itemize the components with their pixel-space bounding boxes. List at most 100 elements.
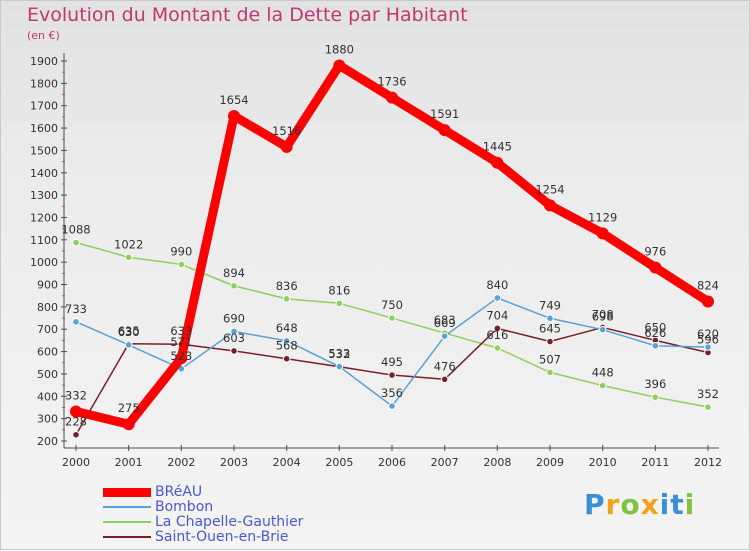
data-label-bombon: 356 xyxy=(381,386,403,400)
x-tick-label: 2001 xyxy=(115,456,143,469)
data-label-la-chapelle-gauthier: 990 xyxy=(170,244,192,258)
data-point-bombon xyxy=(546,314,554,323)
data-point-br-au xyxy=(228,109,240,122)
data-point-br-au xyxy=(491,156,504,169)
data-label-br-au: 1591 xyxy=(430,107,459,121)
y-tick-label: 400 xyxy=(37,390,58,403)
y-tick-label: 1500 xyxy=(30,144,58,157)
data-label-saint-ouen-en-brie: 704 xyxy=(486,308,508,322)
data-label-br-au: 1736 xyxy=(377,75,406,89)
data-point-saint-ouen-en-brie xyxy=(440,375,449,384)
data-point-saint-ouen-en-brie xyxy=(546,337,554,346)
data-label-br-au: 275 xyxy=(118,401,140,415)
data-point-br-au xyxy=(70,405,82,418)
data-label-br-au: 1254 xyxy=(535,182,564,196)
legend-item: BRéAU xyxy=(103,484,363,500)
data-label-br-au: 332 xyxy=(65,388,87,402)
data-label-la-chapelle-gauthier: 448 xyxy=(592,366,614,380)
data-point-br-au xyxy=(702,295,714,308)
data-label-bombon: 630 xyxy=(118,325,140,339)
data-label-la-chapelle-gauthier: 750 xyxy=(381,298,403,312)
data-point-bombon xyxy=(651,341,660,350)
x-tick-label: 2008 xyxy=(483,456,511,469)
y-tick-label: 900 xyxy=(37,279,58,292)
data-point-saint-ouen-en-brie xyxy=(230,347,238,355)
y-tick-label: 600 xyxy=(37,346,58,359)
y-tick-label: 1300 xyxy=(30,189,58,202)
logo-letter: x xyxy=(640,488,660,521)
data-point-saint-ouen-en-brie xyxy=(493,324,502,333)
legend-item: Bombon xyxy=(103,499,363,515)
y-tick-label: 1700 xyxy=(30,100,58,113)
data-label-saint-ouen-en-brie: 635 xyxy=(118,324,140,338)
series-br-au xyxy=(70,59,714,431)
data-label-saint-ouen-en-brie: 708 xyxy=(592,307,614,321)
logo-letter: o xyxy=(620,488,641,521)
proxiti-logo: Proxiti xyxy=(584,488,695,521)
data-label-br-au: 571 xyxy=(170,335,192,349)
y-tick-label: 1200 xyxy=(30,211,58,224)
data-label-br-au: 1516 xyxy=(272,124,301,138)
y-tick-label: 1600 xyxy=(30,122,58,135)
data-point-br-au xyxy=(438,124,451,137)
data-point-br-au xyxy=(333,59,346,72)
data-point-la-chapelle-gauthier xyxy=(493,344,502,352)
data-label-saint-ouen-en-brie: 603 xyxy=(223,331,245,345)
data-label-bombon: 690 xyxy=(223,311,245,325)
data-label-bombon: 749 xyxy=(539,298,561,312)
y-tick-label: 1400 xyxy=(30,167,58,180)
data-point-br-au xyxy=(122,418,135,431)
data-point-la-chapelle-gauthier xyxy=(72,238,80,247)
data-label-bombon: 620 xyxy=(697,327,719,341)
logo-letter: P xyxy=(584,488,606,521)
data-point-br-au xyxy=(544,199,556,212)
data-label-saint-ouen-en-brie: 532 xyxy=(328,347,350,361)
data-label-saint-ouen-en-brie: 633 xyxy=(170,324,192,338)
data-label-br-au: 824 xyxy=(697,279,719,293)
data-point-br-au xyxy=(649,261,662,274)
data-label-la-chapelle-gauthier: 396 xyxy=(644,377,666,391)
logo-letter: i xyxy=(659,488,671,521)
x-tick-label: 2000 xyxy=(62,456,90,469)
x-tick-label: 2010 xyxy=(589,456,617,469)
data-point-la-chapelle-gauthier xyxy=(546,368,554,377)
legend-label: BRéAU xyxy=(155,484,203,500)
data-point-la-chapelle-gauthier xyxy=(704,403,712,411)
data-label-bombon: 626 xyxy=(644,326,666,340)
data-point-bombon xyxy=(704,343,712,351)
x-tick-label: 2011 xyxy=(641,456,669,469)
legend-label: La Chapelle-Gauthier xyxy=(155,514,304,530)
y-tick-label: 500 xyxy=(37,368,58,381)
data-point-la-chapelle-gauthier xyxy=(598,381,607,390)
data-point-bombon xyxy=(598,325,607,334)
data-point-bombon xyxy=(124,341,133,349)
data-label-bombon: 669 xyxy=(434,316,456,330)
data-point-la-chapelle-gauthier xyxy=(124,253,133,262)
data-label-bombon: 648 xyxy=(276,321,298,335)
data-point-saint-ouen-en-brie xyxy=(388,371,396,379)
legend-label: Saint-Ouen-en-Brie xyxy=(155,529,289,545)
data-point-br-au xyxy=(596,227,609,240)
series-la-chapelle-gauthier xyxy=(72,238,712,411)
y-tick-label: 700 xyxy=(37,323,58,336)
data-label-la-chapelle-gauthier: 894 xyxy=(223,266,245,280)
x-tick-label: 2009 xyxy=(536,456,564,469)
x-tick-label: 2004 xyxy=(273,456,301,469)
logo-letter: t xyxy=(670,488,685,521)
series-bombon xyxy=(72,294,712,410)
data-label-br-au: 976 xyxy=(644,245,666,259)
x-tick-label: 2002 xyxy=(167,456,195,469)
legend-label: Bombon xyxy=(155,499,214,515)
data-label-la-chapelle-gauthier: 683 xyxy=(434,313,456,327)
data-point-la-chapelle-gauthier xyxy=(651,393,660,401)
chart-series xyxy=(70,59,714,439)
data-label-bombon: 698 xyxy=(592,310,614,324)
y-tick-label: 1100 xyxy=(30,234,58,247)
data-point-bombon xyxy=(335,362,344,371)
legend-swatch xyxy=(103,536,151,538)
y-tick-label: 800 xyxy=(37,301,58,314)
data-point-la-chapelle-gauthier xyxy=(282,295,291,303)
x-tick-label: 2012 xyxy=(694,456,722,469)
data-point-bombon xyxy=(72,318,80,326)
